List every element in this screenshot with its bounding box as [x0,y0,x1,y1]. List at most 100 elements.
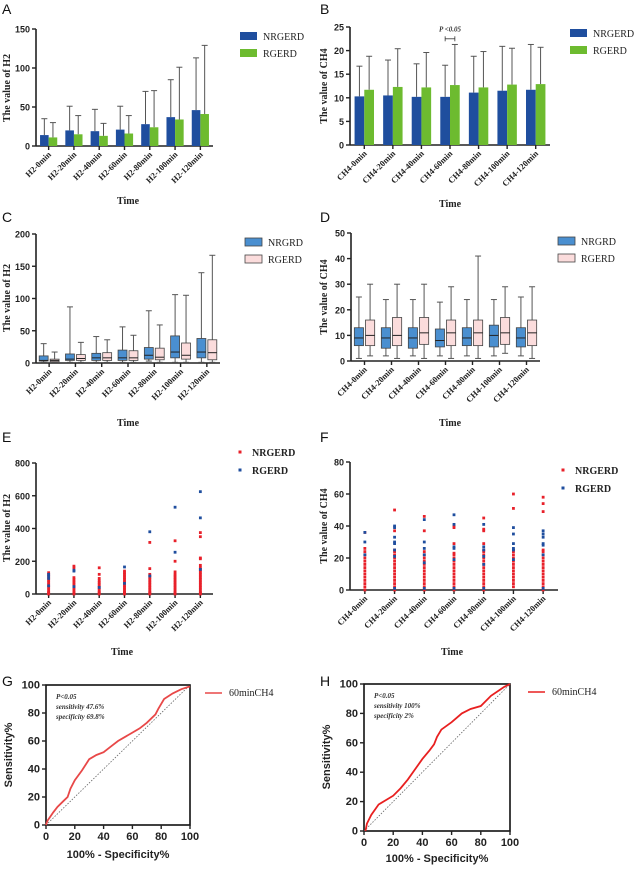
box-rgerd [392,317,403,347]
point-nrgerd [363,569,367,573]
point-nrgerd [173,582,177,586]
legend-swatch [557,236,576,246]
point-rgerd [393,535,396,539]
point-nrgerd [97,566,101,570]
point-nrgerd [512,559,515,563]
point-nrgerd [72,587,76,591]
point-nrgerd [173,579,177,583]
panel-letter: E [2,429,11,445]
x-tick-label: 60 [126,831,138,843]
panel-letter: B [320,1,329,17]
point-rgerd [422,547,426,550]
point-rgerd [482,555,486,558]
point-nrgerd [393,529,396,533]
point-nrgerd [123,590,126,594]
box-rgerd [365,319,376,347]
point-rgerd [422,553,426,557]
point-nrgerd [198,577,202,581]
point-rgerd [393,542,396,545]
y-tick-label: 80 [346,708,358,720]
panel-letter: A [2,1,12,17]
point-nrgerd [452,553,456,557]
bar-rgerd [175,119,184,146]
legend-swatch [240,32,257,40]
point-nrgerd [148,590,152,594]
y-tick-label: 0 [34,820,40,832]
y-tick-label: 50 [20,103,30,113]
point-nrgerd [363,575,367,579]
point-nrgerd [198,535,202,539]
point-rgerd [393,548,396,552]
y-tick-label: 600 [15,491,30,501]
point-nrgerd [363,582,367,585]
point-nrgerd [541,550,545,553]
point-nrgerd [198,556,202,560]
box-rgerd [154,347,165,361]
point-nrgerd [72,566,76,570]
point-nrgerd [482,579,486,582]
point-nrgerd [482,542,486,545]
point-rgerd [482,523,486,526]
panel-letter: F [320,429,329,445]
bar-rgerd [48,137,58,146]
point-rgerd [198,490,202,494]
point-nrgerd [173,584,177,588]
point-nrgerd [393,563,396,566]
point-nrgerd [148,587,152,591]
y-axis-label: Sensitivity% [321,724,333,789]
point-nrgerd [541,585,545,589]
y-tick-label: 100 [15,64,30,74]
point-nrgerd [512,569,515,573]
point-nrgerd [512,550,515,553]
point-nrgerd [97,590,101,594]
point-nrgerd [148,586,152,589]
bar-rgerd [392,86,403,145]
legend-label: RGERD [575,484,611,495]
point-rgerd [173,550,177,554]
y-tick-label: 15 [334,70,344,80]
y-tick-label: 800 [15,459,30,469]
point-rgerd [482,548,486,552]
point-rgerd [47,584,51,588]
box-rgerd [181,342,191,360]
point-nrgerd [97,589,101,593]
box-nrgrd [143,347,154,360]
point-nrgerd [72,564,76,568]
point-nrgerd [363,559,367,563]
point-nrgerd [198,590,202,594]
bar-nrgerd [468,92,479,145]
point-nrgerd [198,566,202,570]
point-rgerd [422,518,426,521]
point-nrgerd [393,588,396,592]
point-nrgerd [541,575,545,579]
y-tick-label: 10 [334,93,344,103]
bar-nrgerd [40,135,49,146]
point-rgerd [422,540,426,544]
point-rgerd [173,505,177,509]
bar-nrgerd [191,110,201,146]
point-nrgerd [72,582,76,586]
x-tick-label: 100 [181,831,199,843]
point-nrgerd [422,588,426,592]
point-nrgerd [422,572,426,576]
point-nrgerd [422,559,426,563]
point-nrgerd [198,569,202,573]
point-nrgerd [123,569,126,573]
point-nrgerd [482,585,486,589]
bar-nrgerd [166,117,176,146]
y-axis-label: The value of CH4 [319,488,330,563]
point-nrgerd [422,550,426,553]
point-nrgerd [422,569,426,573]
y-tick-label: 0 [25,359,30,369]
bar-rgerd [99,135,108,146]
y-tick-label: 5 [339,117,344,127]
panel-letter: C [2,209,12,225]
point-nrgerd [363,585,367,589]
x-axis-label: Time [439,418,462,429]
point-nrgerd [452,551,456,555]
y-tick-label: 40 [346,767,358,779]
legend-marker [561,468,565,472]
point-rgerd [72,568,76,572]
point-nrgerd [173,590,177,594]
